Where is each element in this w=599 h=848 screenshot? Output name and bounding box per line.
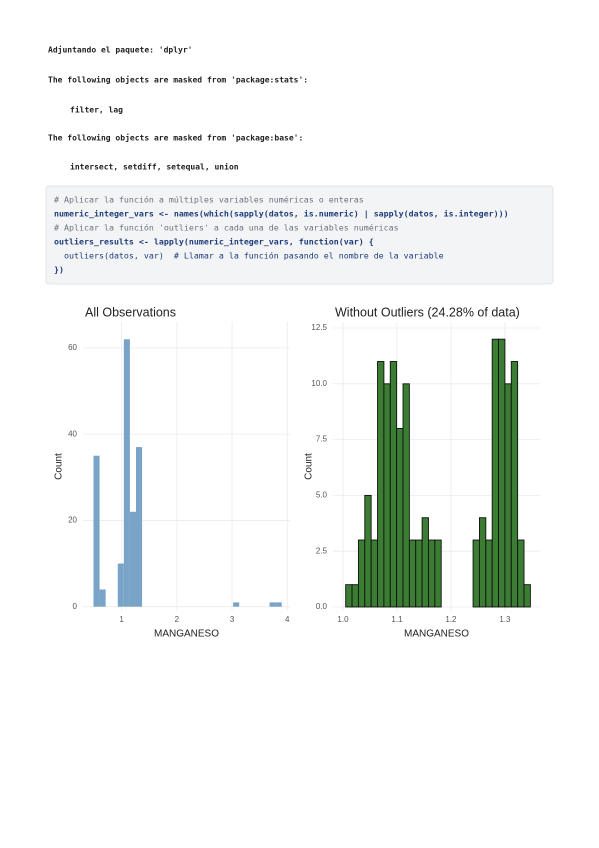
bar bbox=[275, 602, 282, 607]
x-axis-label: MANGANESO bbox=[154, 629, 219, 640]
bar bbox=[517, 539, 525, 608]
message: Adjuntando el paquete: 'dplyr' bbox=[48, 45, 193, 55]
bar bbox=[478, 517, 487, 608]
y-tick-label: 10.0 bbox=[311, 379, 327, 388]
y-tick-label: 5.0 bbox=[316, 491, 328, 500]
bar bbox=[523, 584, 531, 608]
chart-title: Without Outliers (24.28% of data) bbox=[335, 305, 520, 319]
bar bbox=[383, 383, 391, 608]
y-tick-label: 2.5 bbox=[316, 546, 328, 555]
bar bbox=[402, 383, 410, 608]
bar bbox=[233, 602, 240, 607]
bar bbox=[415, 539, 423, 608]
x-tick-label: 1.1 bbox=[391, 615, 403, 624]
x-tick-label: 1.0 bbox=[337, 615, 349, 624]
bar bbox=[99, 589, 106, 607]
code-line: outliers_results <- lapply(numeric_integ… bbox=[54, 237, 374, 247]
y-axis-label: Count bbox=[54, 453, 65, 480]
bar bbox=[357, 539, 366, 608]
bar bbox=[491, 338, 499, 608]
message: The following objects are masked from 'p… bbox=[48, 133, 303, 143]
bar bbox=[504, 383, 512, 608]
y-tick-label: 40 bbox=[68, 429, 77, 438]
y-axis-label: Count bbox=[304, 453, 315, 480]
bar bbox=[389, 361, 398, 608]
bar bbox=[408, 539, 417, 608]
bar bbox=[377, 361, 385, 608]
message: The following objects are masked from 'p… bbox=[48, 75, 308, 85]
x-tick-label: 2 bbox=[175, 615, 180, 624]
bar bbox=[396, 428, 404, 608]
bar bbox=[351, 584, 359, 608]
bar bbox=[370, 539, 378, 608]
bar bbox=[135, 447, 143, 607]
y-tick-label: 7.5 bbox=[316, 435, 328, 444]
code-line: outliers(datos, var) # Llamar a la funci… bbox=[54, 251, 444, 261]
bar bbox=[428, 539, 436, 608]
y-tick-label: 0.0 bbox=[316, 602, 328, 611]
y-tick-label: 0 bbox=[73, 602, 78, 611]
x-tick-label: 1 bbox=[119, 615, 124, 624]
x-tick-label: 4 bbox=[285, 615, 290, 624]
code-line: # Aplicar la función 'outliers' a cada u… bbox=[54, 223, 399, 233]
bar bbox=[434, 539, 442, 608]
bar bbox=[269, 602, 276, 607]
bar bbox=[421, 517, 429, 608]
bar bbox=[117, 563, 124, 607]
x-tick-label: 3 bbox=[230, 615, 235, 624]
charts: 0 20 40 60 1 2 3 4 All Observations MANGANESO Coun… bbox=[54, 305, 540, 640]
code-line: # Aplicar la función a múltiples variabl… bbox=[54, 195, 364, 205]
bar bbox=[485, 539, 493, 608]
chart-title: All Observations bbox=[85, 305, 176, 319]
x-tick-label: 1.3 bbox=[499, 615, 511, 624]
bar bbox=[123, 339, 130, 607]
bar bbox=[345, 584, 353, 608]
code-line: }) bbox=[54, 265, 64, 275]
x-tick-label: 1.2 bbox=[445, 615, 457, 624]
bar bbox=[472, 539, 480, 608]
code-line: numeric_integer_vars <- names(which(sapp… bbox=[54, 209, 509, 219]
message: intersect, setdiff, setequal, union bbox=[70, 162, 239, 172]
message: filter, lag bbox=[70, 105, 123, 115]
x-axis-label: MANGANESO bbox=[404, 629, 469, 640]
bar bbox=[129, 511, 136, 607]
y-tick-label: 12.5 bbox=[311, 323, 327, 332]
bar bbox=[364, 494, 372, 608]
code-block bbox=[45, 185, 554, 285]
bar bbox=[498, 338, 506, 608]
bar bbox=[93, 455, 100, 607]
y-tick-label: 60 bbox=[68, 343, 77, 352]
bar bbox=[510, 361, 519, 608]
y-tick-label: 20 bbox=[68, 516, 77, 525]
